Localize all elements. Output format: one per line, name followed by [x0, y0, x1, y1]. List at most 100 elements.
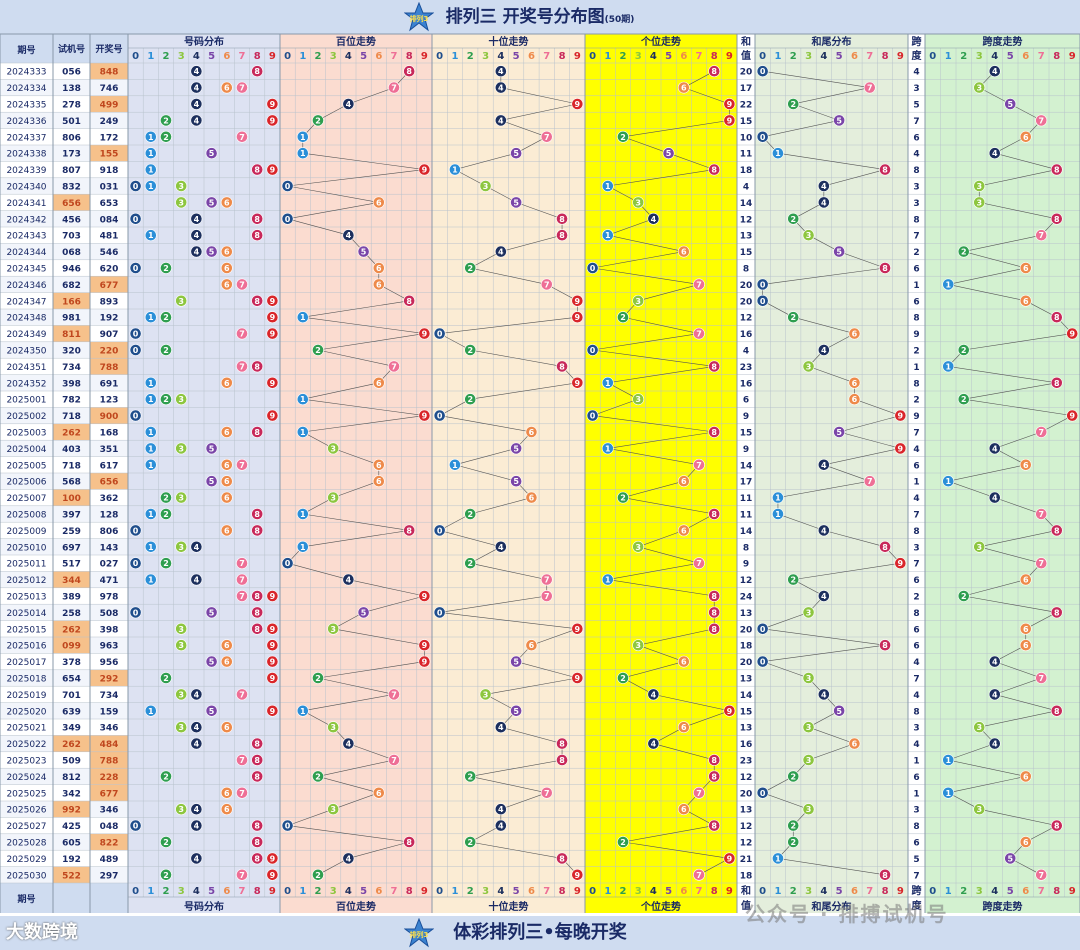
span-ball-label: 2: [961, 592, 967, 601]
period-cell: 2025023: [6, 757, 46, 767]
span-ball: [973, 180, 986, 192]
dist-ball: [144, 540, 157, 553]
dist-ball: [160, 130, 172, 143]
sum-tail-ball: [772, 491, 784, 504]
sum-value-cell: 8: [743, 543, 749, 553]
digit-footer: 4: [497, 886, 504, 897]
span-ball: [942, 360, 955, 373]
draw-number-cell: 746: [100, 84, 119, 94]
span-value-cell: 2: [913, 248, 919, 258]
dist-ball: [190, 852, 203, 865]
digit-footer: 3: [805, 886, 812, 897]
dist-ball: [236, 360, 248, 373]
span-ball: [942, 786, 955, 799]
digit-header: 0: [759, 51, 766, 62]
tens-ball-label: 3: [483, 690, 489, 699]
hundreds-ball: [312, 672, 324, 684]
hundreds-ball-label: 0: [285, 559, 291, 568]
hundreds-ball-label: 8: [406, 526, 412, 535]
span-value-cell: 4: [913, 691, 919, 701]
digit-footer: 6: [851, 886, 858, 897]
tens-ball: [571, 311, 584, 324]
hundreds-ball-label: 2: [315, 116, 321, 125]
hundreds-ball-label: 0: [285, 182, 291, 191]
dist-ball-label: 8: [254, 822, 260, 831]
dist-ball-label: 7: [239, 84, 245, 93]
draw-number-cell: 656: [100, 478, 119, 488]
tens-ball: [540, 786, 553, 799]
span-ball-label: 6: [1023, 772, 1029, 781]
period-cell: 2025021: [6, 724, 46, 734]
period-cell: 2024343: [6, 232, 46, 242]
test-number-cell: 981: [62, 314, 81, 324]
draw-number-cell: 978: [100, 593, 119, 603]
hundreds-ball: [296, 704, 309, 717]
dist-ball: [144, 229, 157, 242]
tens-ball-label: 2: [467, 838, 473, 847]
tens-ball: [556, 852, 568, 865]
span-ball-label: 5: [1007, 854, 1013, 863]
dist-ball: [266, 622, 279, 635]
units-ball-label: 6: [681, 658, 687, 667]
dist-ball: [190, 721, 203, 734]
units-ball: [601, 229, 614, 242]
span-ball-label: 1: [945, 789, 951, 798]
sum-value-cell: 11: [740, 494, 753, 504]
digit-footer: 2: [467, 886, 474, 897]
digit-header: 9: [726, 51, 733, 62]
span-value-cell: 8: [913, 609, 919, 619]
dist-ball-label: 5: [209, 248, 215, 257]
period-cell: 2024351: [6, 363, 46, 373]
sum-value-cell: 17: [740, 84, 753, 94]
units-ball: [586, 344, 599, 356]
dist-ball-label: 7: [239, 559, 245, 568]
units-ball-label: 8: [711, 428, 717, 437]
hundreds-ball-label: 4: [346, 100, 352, 109]
dist-ball: [160, 868, 172, 881]
row-bg: [0, 128, 128, 145]
draw-number-cell: 220: [100, 347, 119, 357]
dist-ball: [190, 98, 203, 110]
span-value-cell: 6: [913, 773, 919, 783]
tens-ball: [540, 573, 553, 586]
sum-header-bottom: 值: [741, 49, 751, 62]
units-ball-label: 1: [605, 576, 611, 585]
units-ball-label: 8: [711, 510, 717, 519]
span-value-cell: 3: [913, 84, 919, 94]
dist-ball: [175, 491, 188, 504]
span-ball: [1050, 704, 1063, 717]
dist-ball: [220, 196, 233, 209]
hundreds-ball-label: 6: [376, 789, 382, 798]
test-number-cell: 806: [62, 133, 81, 143]
digit-footer: 9: [269, 886, 276, 897]
sum-tail-ball-label: 3: [806, 608, 812, 617]
period-cell: 2024336: [6, 117, 46, 127]
dist-ball: [220, 376, 233, 389]
tens-ball: [464, 262, 477, 274]
draw-highlight: [90, 735, 128, 752]
hundreds-ball-label: 8: [406, 838, 412, 847]
span-ball: [973, 721, 986, 734]
dist-ball-label: 4: [194, 723, 200, 732]
period-cell: 2025022: [6, 740, 46, 750]
row-bg: [0, 604, 128, 621]
sum-tail-ball: [879, 163, 891, 176]
dist-ball-label: 8: [254, 772, 260, 781]
span-value-cell: 8: [913, 379, 919, 389]
dist-ball: [266, 311, 279, 324]
dist-ball: [220, 803, 233, 816]
hundreds-ball-label: 7: [391, 690, 397, 699]
span-ball-label: 6: [1023, 625, 1029, 634]
hundreds-ball: [403, 65, 416, 78]
units-ball-label: 6: [681, 723, 687, 732]
span-value-cell: 8: [913, 314, 919, 324]
sum-tail-ball: [756, 65, 769, 78]
span-ball: [1035, 508, 1048, 520]
span-ball: [1066, 409, 1079, 422]
sum-tail-ball: [787, 98, 800, 110]
dist-ball: [144, 458, 157, 471]
digit-header: 4: [650, 51, 657, 62]
dist-ball-label: 1: [148, 576, 154, 585]
sum-value-cell: 20: [740, 281, 753, 291]
digit-header: 2: [163, 51, 170, 62]
